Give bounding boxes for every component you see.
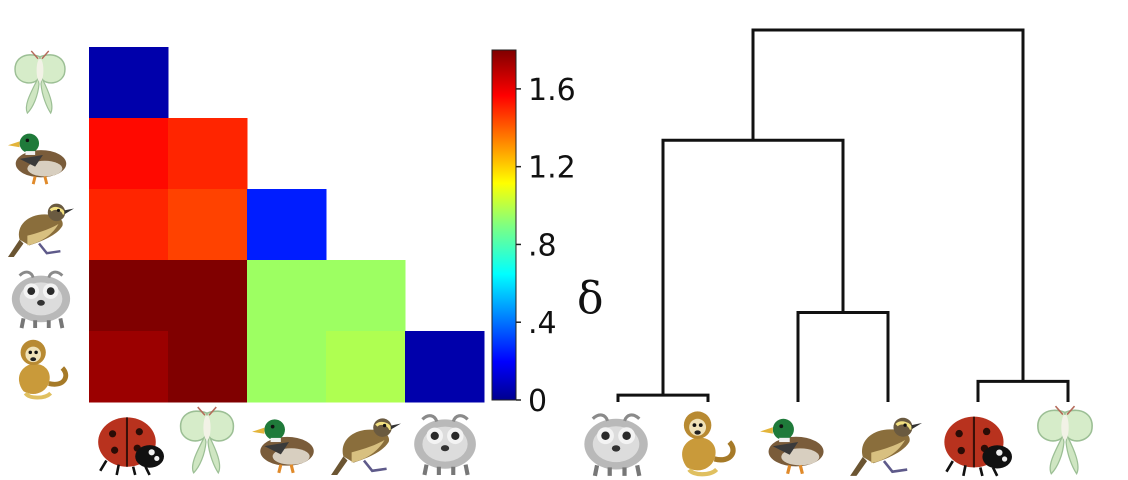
heatmap-cell-r3-c0 <box>89 260 169 332</box>
dendrogram-link <box>751 28 1025 382</box>
colorbar-tick-label: 0 <box>528 384 547 419</box>
heatmap-cell-r0-c0 <box>89 47 169 119</box>
lemur-icon <box>9 270 73 330</box>
dendrogram-link <box>796 310 890 402</box>
heatmap <box>89 47 485 403</box>
moth-icon <box>1037 405 1093 475</box>
monkey-icon <box>19 340 66 398</box>
heatmap-row-icons <box>6 50 76 398</box>
heatmap-cell-r1-c1 <box>168 118 248 190</box>
dendrogram-link <box>616 393 710 402</box>
heatmap-cell-r4-c3 <box>326 331 406 403</box>
dendrogram-links <box>616 28 1070 402</box>
dendrogram <box>584 28 1093 478</box>
heatmap-cell-r3-c2 <box>247 260 327 332</box>
bird-icon <box>329 416 403 477</box>
dendrogram-link <box>976 379 1070 402</box>
heatmap-cell-r4-c4 <box>405 331 485 403</box>
duck-icon <box>758 417 826 476</box>
colorbar-tick-label: .8 <box>528 228 557 263</box>
moth-icon <box>179 406 235 474</box>
heatmap-cell-r4-c1 <box>168 331 248 403</box>
heatmap-cell-r4-c2 <box>247 331 327 403</box>
bird-icon <box>6 202 76 259</box>
bird-icon <box>848 416 924 478</box>
lemur-icon <box>584 415 647 476</box>
heatmap-cell-r4-c0 <box>89 331 169 403</box>
monkey-icon <box>682 411 733 474</box>
colorbar-ticks: 0 .4 .8 1.2 1.6 <box>516 73 576 419</box>
heatmap-cell-r2-c1 <box>168 189 248 261</box>
colorbar: 0 .4 .8 1.2 1.6 δ <box>491 49 604 419</box>
colorbar-tick-label: .4 <box>528 306 557 341</box>
ladybug-icon <box>96 416 166 477</box>
duck-icon <box>250 417 316 475</box>
heatmap-cell-r3-c1 <box>168 260 248 332</box>
duck-icon <box>6 132 68 186</box>
heatmap-cell-r2-c2 <box>247 189 327 261</box>
colorbar-label: δ <box>577 273 604 324</box>
colorbar-tick-label: 1.2 <box>528 151 576 186</box>
colorbar-gradient <box>491 49 517 401</box>
ladybug-icon <box>943 415 1014 478</box>
heatmap-column-icons <box>96 406 476 477</box>
dendrogram-leaf-icons <box>584 405 1093 478</box>
colorbar-tick-label: 1.6 <box>528 73 576 108</box>
heatmap-cells <box>89 47 485 403</box>
lemur-icon <box>414 416 476 475</box>
dendrogram-link <box>661 138 845 396</box>
moth-icon <box>14 50 66 114</box>
heatmap-cell-r3-c3 <box>326 260 406 332</box>
heatmap-cell-r2-c0 <box>89 189 169 261</box>
heatmap-cell-r1-c0 <box>89 118 169 190</box>
